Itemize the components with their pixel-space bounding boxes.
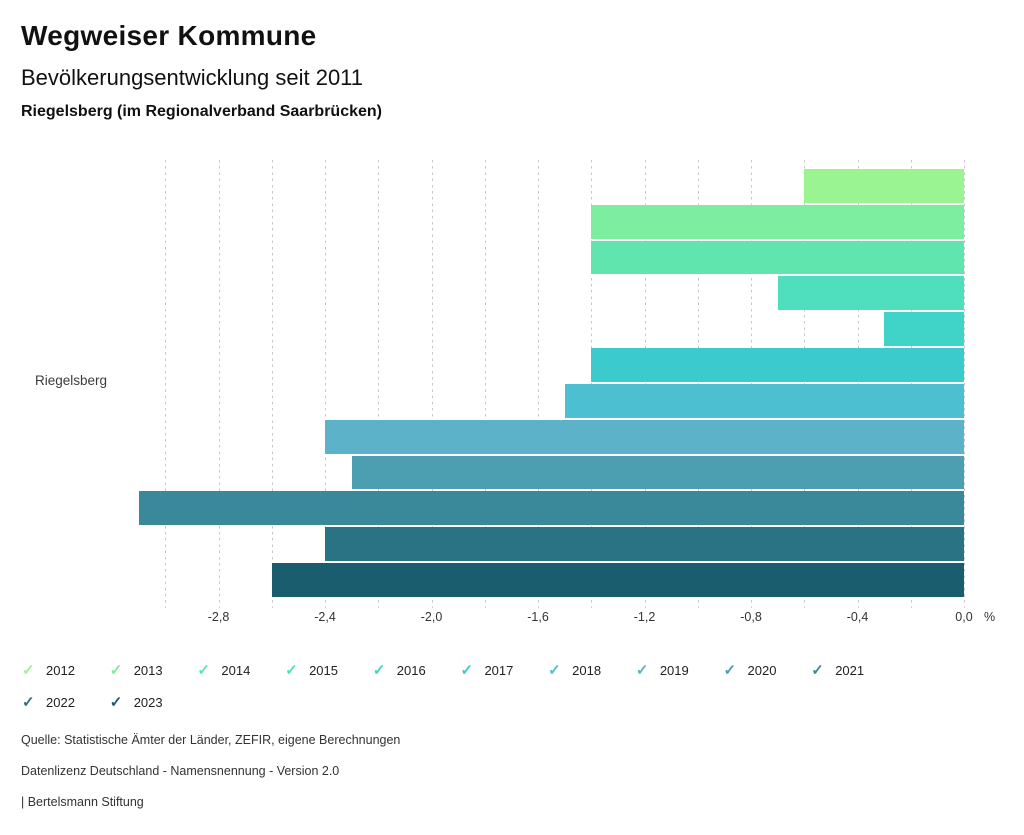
legend-year-label: 2015 bbox=[309, 662, 338, 678]
check-icon: ✓ bbox=[372, 661, 386, 679]
bar-2012[interactable] bbox=[804, 169, 964, 203]
source-line: Quelle: Statistische Ämter der Länder, Z… bbox=[21, 733, 401, 747]
legend-item-2012[interactable]: ✓ 2012 bbox=[22, 654, 110, 686]
bar-2015[interactable] bbox=[777, 276, 964, 311]
legend-item-2015[interactable]: ✓ 2015 bbox=[285, 654, 373, 686]
legend-item-2019[interactable]: ✓ 2019 bbox=[636, 654, 724, 686]
legend-year-label: 2018 bbox=[572, 662, 602, 678]
region-subtitle: Riegelsberg (im Regionalverband Saarbrüc… bbox=[21, 103, 382, 120]
gridline bbox=[378, 160, 380, 608]
brand-line: | Bertelsmann Stiftung bbox=[21, 795, 144, 809]
bar-2018[interactable] bbox=[564, 383, 964, 418]
x-tick-label: -2,8 bbox=[207, 610, 230, 624]
check-icon: ✓ bbox=[285, 661, 298, 679]
bar-2014[interactable] bbox=[591, 240, 964, 275]
gridline bbox=[165, 160, 167, 608]
x-tick-label: 0,0 bbox=[955, 610, 973, 624]
x-axis: -2,8 -2,4 -2,0 -1,6 -1,2 -0,8 -0,4 0,0 % bbox=[136, 610, 1024, 628]
legend-year-label: 2012 bbox=[46, 662, 75, 678]
legend-item-2017[interactable]: ✓ 2017 bbox=[460, 654, 548, 686]
legend-item-2020[interactable]: ✓ 2020 bbox=[724, 654, 812, 686]
legend-item-2014[interactable]: ✓ 2014 bbox=[197, 654, 285, 686]
bar-2022[interactable] bbox=[325, 527, 964, 561]
check-icon: ✓ bbox=[460, 661, 474, 679]
legend-item-2022[interactable]: ✓ 2022 bbox=[22, 686, 110, 718]
check-icon: ✓ bbox=[22, 661, 35, 679]
bar-2013[interactable] bbox=[591, 204, 964, 239]
gridline bbox=[218, 160, 220, 608]
bar-2020[interactable] bbox=[351, 455, 964, 490]
y-axis-category-label: Riegelsberg bbox=[35, 373, 108, 388]
legend-year-label: 2016 bbox=[396, 662, 426, 678]
legend-year-label: 2013 bbox=[133, 662, 163, 678]
legend-item-2016[interactable]: ✓ 2016 bbox=[373, 654, 461, 686]
check-icon: ✓ bbox=[109, 693, 123, 711]
axis-unit-label: % bbox=[984, 610, 996, 624]
legend-year-label: 2023 bbox=[133, 694, 163, 710]
check-icon: ✓ bbox=[548, 661, 561, 679]
legend-year-label: 2022 bbox=[46, 694, 75, 710]
x-tick-label: -1,6 bbox=[527, 610, 549, 624]
x-tick-label: -0,8 bbox=[740, 610, 762, 624]
gridline bbox=[325, 160, 327, 608]
check-icon: ✓ bbox=[635, 661, 649, 679]
plot-area bbox=[136, 160, 965, 608]
chart-title: Bevölkerungsentwicklung seit 2011 bbox=[21, 65, 364, 90]
gridline bbox=[484, 160, 486, 608]
bar-2016[interactable] bbox=[884, 312, 964, 347]
bar-2017[interactable] bbox=[591, 348, 964, 382]
bar-2023[interactable] bbox=[271, 563, 964, 597]
x-tick-label: -0,4 bbox=[846, 610, 869, 624]
gridline bbox=[538, 160, 540, 608]
legend-year-label: 2014 bbox=[221, 662, 251, 678]
bar-2019[interactable] bbox=[325, 419, 964, 454]
gridline bbox=[964, 160, 965, 608]
check-icon: ✓ bbox=[811, 661, 824, 679]
bar-2021[interactable] bbox=[138, 491, 964, 526]
check-icon: ✓ bbox=[22, 693, 35, 711]
gridline bbox=[271, 160, 273, 608]
legend-year-label: 2017 bbox=[484, 662, 514, 678]
x-tick-label: -1,2 bbox=[633, 610, 656, 624]
app-title: Wegweiser Kommune bbox=[21, 20, 317, 51]
check-icon: ✓ bbox=[197, 661, 210, 679]
license-line: Datenlizenz Deutschland - Namensnennung … bbox=[21, 764, 340, 778]
legend: ✓ 2012 ✓ 2013 ✓ 2014 ✓ 2015 ✓ 2016 ✓ 2017 ✓ 2018 ✓ 2019… bbox=[22, 654, 922, 718]
legend-item-2018[interactable]: ✓ 2018 bbox=[548, 654, 636, 686]
gridline bbox=[431, 160, 433, 608]
x-tick-label: -2,4 bbox=[314, 610, 336, 624]
check-icon: ✓ bbox=[109, 661, 123, 679]
legend-year-label: 2019 bbox=[659, 662, 689, 678]
x-tick-label: -2,0 bbox=[420, 610, 443, 624]
check-icon: ✓ bbox=[723, 661, 737, 679]
legend-item-2021[interactable]: ✓ 2021 bbox=[811, 654, 899, 686]
legend-year-label: 2021 bbox=[835, 662, 865, 678]
legend-item-2023[interactable]: ✓ 2023 bbox=[110, 686, 198, 718]
legend-year-label: 2020 bbox=[747, 662, 777, 678]
legend-item-2013[interactable]: ✓ 2013 bbox=[110, 654, 198, 686]
